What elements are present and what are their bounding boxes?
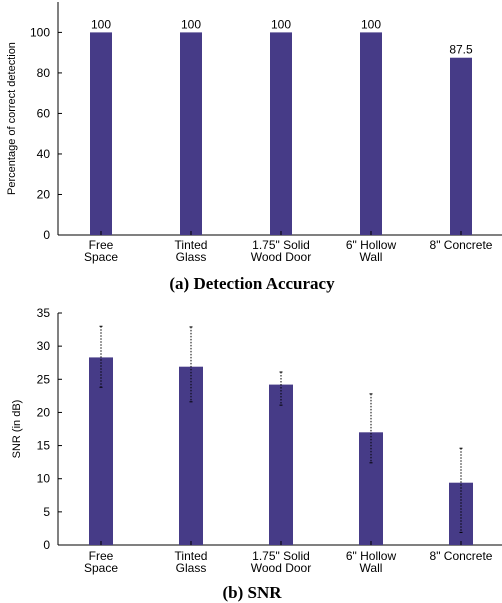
data-label: 87.5 [449,43,473,57]
bar [89,357,113,545]
y-tick-label: 60 [37,106,51,120]
detection-accuracy-chart: 0 20 40 60 80 100 Percentage of correct detect… [6,2,502,293]
y-axis-label: Percentage of correct detection [6,42,18,195]
y-tick-label: 15 [37,439,51,453]
bar [180,32,202,236]
y-axis-label: SNR (in dB) [11,400,23,459]
y-tick-label: 0 [43,538,50,552]
bar [450,57,472,235]
x-tick-label: Tinted [175,238,208,252]
x-tick-label: Glass [176,561,207,575]
y-tick-label: 0 [43,228,50,242]
data-label: 100 [271,17,291,31]
x-tick-label: 6" Hollow [346,549,397,563]
y-tick-label: 5 [43,505,50,519]
bar [270,32,292,236]
y-tick-label: 20 [37,405,51,419]
x-tick-label: Wall [360,250,383,264]
data-label: 100 [181,17,201,31]
y-tick-label: 10 [37,472,51,486]
y-tick-label: 30 [37,339,51,353]
x-tick-label: Free [89,549,114,563]
x-tick-label: 1.75" Solid [252,549,310,563]
x-tick-label: 8" Concrete [430,549,493,563]
y-tick-label: 100 [30,25,50,39]
x-tick-label: Wall [360,561,383,575]
x-tick-label: Glass [176,250,207,264]
x-tick-label: Wood Door [251,250,311,264]
chart-caption: (a) Detection Accuracy [169,274,335,293]
bar [269,384,293,545]
data-label: 100 [91,17,111,31]
bar [90,32,112,236]
x-tick-label: 6" Hollow [346,238,397,252]
data-label: 100 [361,17,381,31]
y-tick-label: 80 [37,66,51,80]
x-tick-label: 8" Concrete [430,238,493,252]
x-tick-label: Wood Door [251,561,311,575]
y-tick-label: 40 [37,147,51,161]
y-tick-label: 20 [37,187,51,201]
bar [360,32,382,236]
x-tick-label: Space [84,561,118,575]
chart-caption: (b) SNR [222,583,282,602]
y-tick-label: 25 [37,372,51,386]
x-tick-label: Tinted [175,549,208,563]
x-tick-label: 1.75" Solid [252,238,310,252]
bar [449,482,473,545]
x-tick-label: Free [89,238,114,252]
x-tick-label: Space [84,250,118,264]
y-tick-label: 35 [37,306,51,320]
